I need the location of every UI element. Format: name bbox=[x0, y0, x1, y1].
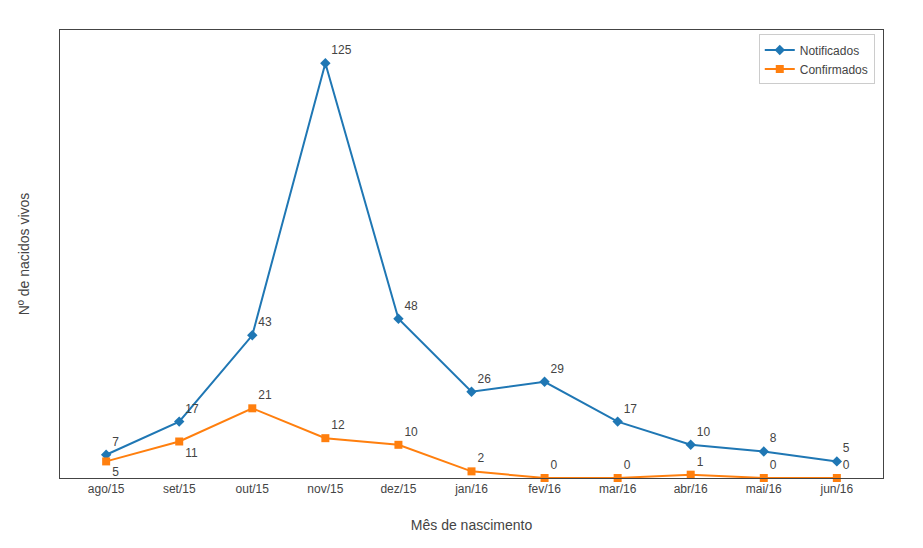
svg-text:0: 0 bbox=[770, 458, 777, 472]
svg-text:jun/16: jun/16 bbox=[819, 482, 853, 496]
svg-text:out/15: out/15 bbox=[236, 482, 270, 496]
svg-text:26: 26 bbox=[478, 372, 492, 386]
svg-text:43: 43 bbox=[258, 315, 272, 329]
svg-text:ago/15: ago/15 bbox=[88, 482, 125, 496]
svg-text:29: 29 bbox=[551, 362, 565, 376]
svg-text:Mês de nascimento: Mês de nascimento bbox=[411, 517, 533, 533]
svg-text:Nº de nacidos vivos: Nº de nacidos vivos bbox=[16, 193, 32, 316]
svg-text:17: 17 bbox=[185, 402, 199, 416]
svg-text:48: 48 bbox=[404, 299, 418, 313]
svg-text:jan/16: jan/16 bbox=[454, 482, 488, 496]
svg-text:12: 12 bbox=[331, 418, 345, 432]
svg-text:125: 125 bbox=[331, 43, 351, 57]
svg-text:2: 2 bbox=[478, 451, 485, 465]
svg-text:7: 7 bbox=[112, 435, 119, 449]
svg-text:nov/15: nov/15 bbox=[307, 482, 343, 496]
svg-text:21: 21 bbox=[258, 388, 272, 402]
svg-text:8: 8 bbox=[770, 431, 777, 445]
svg-text:set/15: set/15 bbox=[163, 482, 196, 496]
svg-text:1: 1 bbox=[697, 455, 704, 469]
svg-text:mar/16: mar/16 bbox=[599, 482, 637, 496]
svg-text:0: 0 bbox=[551, 458, 558, 472]
svg-text:mai/16: mai/16 bbox=[746, 482, 782, 496]
svg-text:Confirmados: Confirmados bbox=[800, 63, 868, 77]
svg-text:5: 5 bbox=[112, 465, 119, 479]
svg-text:0: 0 bbox=[624, 458, 631, 472]
svg-text:fev/16: fev/16 bbox=[528, 482, 561, 496]
svg-text:10: 10 bbox=[697, 425, 711, 439]
svg-text:11: 11 bbox=[185, 446, 198, 460]
svg-text:5: 5 bbox=[843, 441, 850, 455]
svg-text:17: 17 bbox=[624, 402, 638, 416]
svg-text:Notificados: Notificados bbox=[800, 44, 859, 58]
svg-text:10: 10 bbox=[404, 425, 418, 439]
svg-text:0: 0 bbox=[843, 458, 850, 472]
svg-text:dez/15: dez/15 bbox=[380, 482, 416, 496]
svg-text:abr/16: abr/16 bbox=[674, 482, 708, 496]
